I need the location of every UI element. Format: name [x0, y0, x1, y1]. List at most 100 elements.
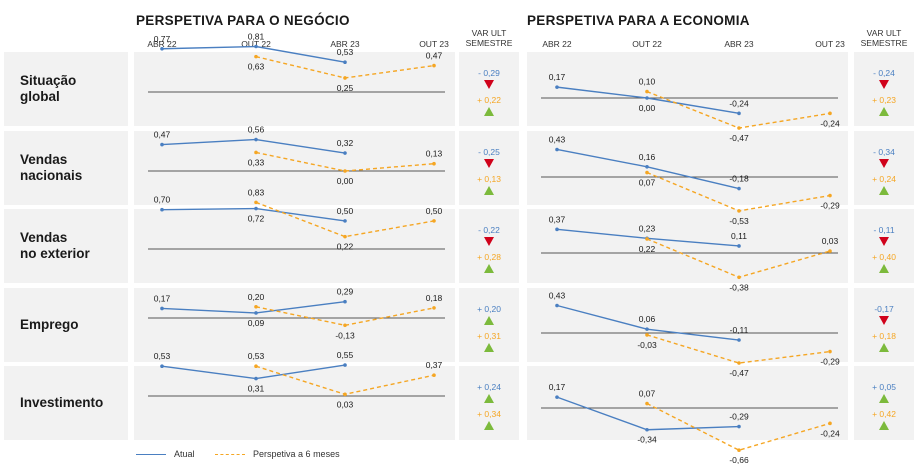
data-point-actual	[160, 207, 164, 212]
up-triangle-icon	[879, 394, 889, 403]
var-actual-value: + 0,05	[872, 382, 896, 392]
data-label: 0,16	[639, 152, 656, 162]
data-label: 0,22	[337, 242, 354, 252]
data-point-outlook	[737, 361, 741, 365]
data-label: 0,53	[154, 351, 171, 361]
data-point-outlook	[828, 249, 832, 253]
var-actual-value: - 0,11	[873, 225, 895, 235]
series-line-outlook	[646, 334, 831, 364]
up-triangle-icon	[484, 343, 494, 352]
var-header-economy: VAR ULT SEMESTRE	[854, 28, 914, 48]
data-label: 0,77	[154, 34, 171, 44]
data-label: 0,37	[549, 214, 566, 224]
data-point-actual	[160, 142, 164, 147]
var-actual-value: -0,17	[874, 304, 894, 314]
data-label: -0,29	[729, 412, 749, 422]
var-actual-value: + 0,24	[477, 382, 501, 392]
row-label-bg	[4, 288, 128, 362]
data-label: 0,18	[426, 293, 443, 303]
var-outlook-value: + 0,18	[872, 331, 896, 341]
up-triangle-icon	[879, 343, 889, 352]
data-label: -0,38	[729, 282, 749, 292]
data-point-actual	[254, 137, 258, 142]
data-point-actual	[254, 376, 258, 381]
var-header-line2: SEMESTRE	[465, 38, 513, 48]
up-triangle-icon	[484, 394, 494, 403]
var-outlook-value: + 0,34	[477, 409, 501, 419]
up-triangle-icon	[484, 107, 494, 116]
x-tick-label: OUT 23	[815, 39, 845, 49]
down-triangle-icon	[484, 159, 494, 168]
data-point-outlook	[828, 349, 832, 354]
x-tick-label: ABR 23	[724, 39, 754, 49]
down-triangle-icon	[484, 237, 494, 246]
data-point-outlook	[343, 392, 347, 397]
data-point-actual	[160, 306, 164, 311]
data-label: 0,17	[549, 382, 566, 392]
data-point-outlook	[432, 219, 436, 223]
data-label: 0,43	[549, 134, 566, 144]
up-triangle-icon	[879, 107, 889, 116]
data-point-outlook	[828, 421, 832, 426]
data-label: -0,03	[637, 340, 657, 350]
data-point-outlook	[343, 169, 347, 173]
chart-cell-bg	[527, 52, 848, 126]
data-label: 0,25	[337, 83, 354, 93]
data-label: 0,50	[426, 206, 443, 216]
var-outlook-value: + 0,42	[872, 409, 896, 419]
row-label: Emprego	[20, 317, 79, 333]
up-triangle-icon	[484, 264, 494, 273]
up-triangle-icon	[879, 421, 889, 430]
data-label: -0,24	[820, 118, 840, 128]
data-label: -0,24	[820, 428, 840, 438]
var-outlook-value: + 0,40	[872, 252, 896, 262]
data-point-outlook	[432, 373, 436, 378]
data-label: -0,47	[729, 368, 749, 378]
var-header-line1: VAR ULT	[866, 28, 902, 38]
data-label: -0,47	[729, 133, 749, 143]
row-label-line: Vendas	[20, 230, 68, 245]
x-tick-label: ABR 22	[147, 39, 177, 49]
x-tick-label: OUT 22	[632, 39, 662, 49]
data-point-actual	[737, 111, 741, 116]
data-label: 0,50	[337, 206, 354, 216]
data-label: 0,32	[337, 138, 354, 148]
x-tick-label: OUT 23	[419, 39, 449, 49]
data-label: 0,37	[426, 360, 443, 370]
data-point-actual	[555, 227, 559, 232]
x-tick-label: OUT 22	[241, 39, 271, 49]
var-actual-value: - 0,22	[478, 225, 500, 235]
data-point-outlook	[432, 306, 436, 310]
data-label: -0,13	[335, 330, 355, 340]
data-point-actual	[343, 299, 347, 304]
chart-cell-bg	[527, 131, 848, 205]
data-label: -0,24	[729, 98, 749, 108]
data-point-outlook	[343, 234, 347, 239]
data-label: 0,20	[248, 292, 265, 302]
data-point-outlook	[254, 200, 258, 205]
business-panel-title: PERSPETIVA PARA O NEGÓCIO	[136, 13, 350, 28]
var-actual-value: - 0,25	[478, 147, 500, 157]
data-label: 0,31	[248, 384, 265, 394]
up-triangle-icon	[484, 421, 494, 430]
series-line-outlook	[255, 55, 435, 79]
data-point-actual	[737, 186, 741, 191]
data-label: 0,33	[248, 157, 265, 167]
data-point-outlook	[254, 54, 258, 59]
data-point-actual	[254, 44, 258, 49]
data-point-outlook	[254, 364, 258, 369]
data-point-outlook	[254, 304, 258, 309]
var-header-business: VAR ULT SEMESTRE	[459, 28, 519, 48]
chart-cell-bg	[134, 366, 455, 440]
data-point-outlook	[737, 209, 741, 213]
row-label-line: global	[20, 89, 60, 104]
row-label-bg	[4, 209, 128, 283]
data-point-actual	[254, 311, 258, 315]
data-label: 0,03	[822, 236, 839, 246]
data-label: 0,00	[337, 176, 354, 186]
legend-outlook-label: Perspetiva a 6 meses	[253, 449, 340, 459]
data-label: -0,18	[729, 174, 749, 184]
var-actual-value: + 0,20	[477, 304, 501, 314]
data-point-outlook	[828, 193, 832, 198]
